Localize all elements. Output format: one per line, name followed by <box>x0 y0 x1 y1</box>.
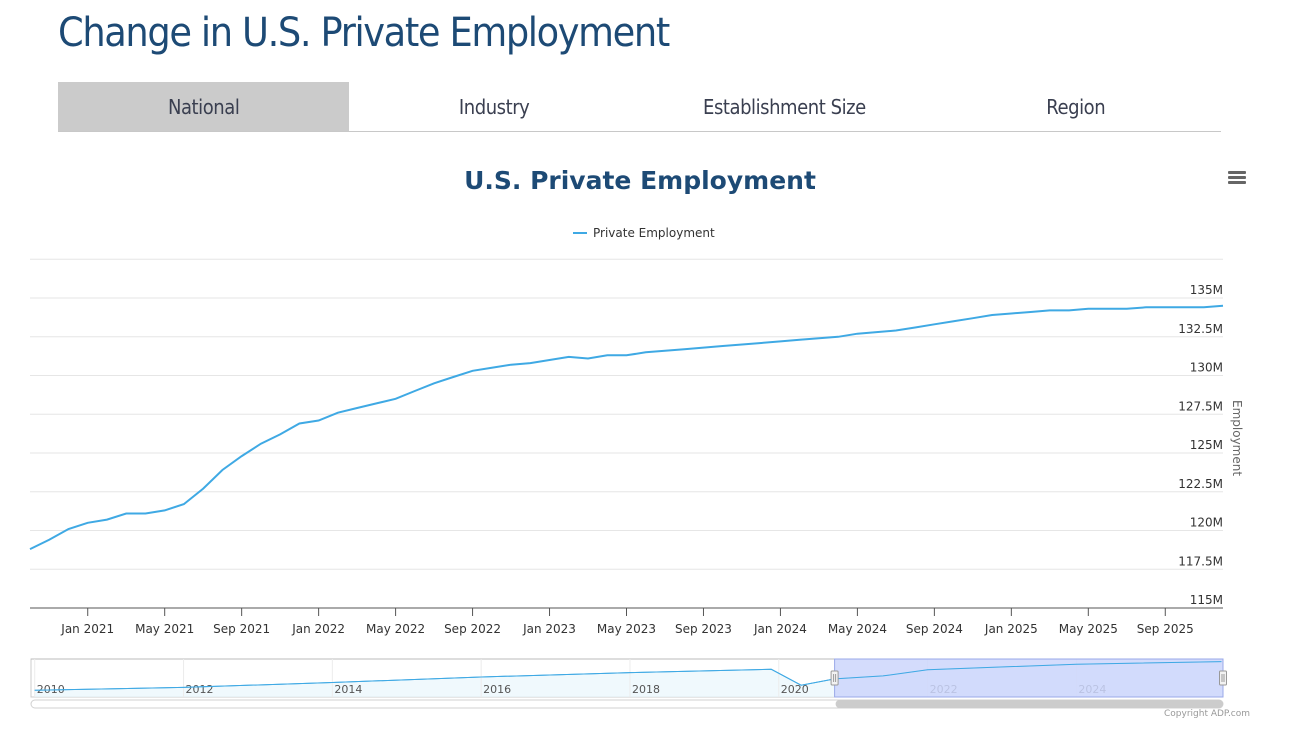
y-axis-title: Employment <box>1230 400 1244 476</box>
x-tick-label: Jan 2021 <box>60 622 114 636</box>
copyright-text: Copyright ADP.com <box>1164 709 1251 719</box>
y-tick-label: 132.5M <box>1178 322 1223 336</box>
y-tick-label: 117.5M <box>1178 554 1223 568</box>
legend-label: Private Employment <box>593 226 715 240</box>
y-tick-label: 135M <box>1190 283 1223 297</box>
tab-region-label: Region <box>1046 94 1106 119</box>
tab-establishment-size[interactable]: Establishment Size <box>640 82 931 131</box>
navigator-tick-label: 2018 <box>632 683 660 696</box>
page-title: Change in U.S. Private Employment <box>58 10 670 56</box>
navigator: 20102012201420162018202020222024 <box>30 658 1227 709</box>
x-tick-label: May 2025 <box>1059 622 1118 636</box>
x-tick-label: Jan 2023 <box>522 622 576 636</box>
x-tick-label: May 2023 <box>597 622 656 636</box>
grid-lines <box>30 258 1223 570</box>
x-tick-label: May 2022 <box>366 622 425 636</box>
x-tick-label: Jan 2025 <box>984 622 1038 636</box>
navigator-tick-label: 2014 <box>334 683 362 696</box>
legend-swatch <box>573 232 587 234</box>
y-tick-label: 122.5M <box>1178 477 1223 491</box>
legend-item-private-employment[interactable]: Private Employment <box>573 226 715 240</box>
scrollbar-thumb[interactable] <box>835 700 1223 708</box>
tab-bar: National Industry Establishment Size Reg… <box>58 82 1221 132</box>
x-tick-label: Sep 2022 <box>444 622 501 636</box>
y-tick-label: 127.5M <box>1178 399 1223 413</box>
navigator-selected-range[interactable] <box>834 658 1224 698</box>
navigator-series-line-selected <box>34 661 1222 691</box>
tab-industry[interactable]: Industry <box>349 82 640 131</box>
series-line-private-employment <box>29 304 1224 550</box>
tab-region[interactable]: Region <box>930 82 1221 131</box>
x-tick-label: Sep 2024 <box>906 622 963 636</box>
tab-national-label: National <box>167 94 240 119</box>
x-tick-label: Sep 2025 <box>1137 622 1194 636</box>
chart-title: U.S. Private Employment <box>464 166 816 195</box>
y-axis: 115M 117.5M 120M 122.5M 125M 127.5M 130M 132.5M… <box>1178 283 1223 607</box>
tab-industry-label: Industry <box>458 94 530 119</box>
navigator-left-handle[interactable] <box>830 670 839 686</box>
x-tick-label: May 2021 <box>135 622 194 636</box>
hamburger-menu-icon[interactable] <box>1228 171 1246 186</box>
y-tick-label: 130M <box>1190 361 1223 375</box>
navigator-tick-label: 2012 <box>186 683 214 696</box>
navigator-tick-label: 2016 <box>483 683 511 696</box>
tab-national[interactable]: National <box>58 82 349 131</box>
x-tick-label: Jan 2024 <box>753 622 807 636</box>
navigator-right-handle[interactable] <box>1219 670 1227 686</box>
y-tick-label: 115M <box>1190 593 1223 607</box>
x-axis: Jan 2021 May 2021 Sep 2021 Jan 2022 May 2022… <box>30 607 1223 636</box>
y-tick-label: 120M <box>1190 516 1223 530</box>
x-tick-label: May 2024 <box>828 622 887 636</box>
x-tick-label: Sep 2021 <box>213 622 270 636</box>
tab-establishment-size-label: Establishment Size <box>703 94 867 119</box>
navigator-tick-label: 2020 <box>781 683 809 696</box>
y-tick-label: 125M <box>1190 438 1223 452</box>
x-tick-label: Jan 2022 <box>291 622 345 636</box>
x-tick-label: Sep 2023 <box>675 622 732 636</box>
